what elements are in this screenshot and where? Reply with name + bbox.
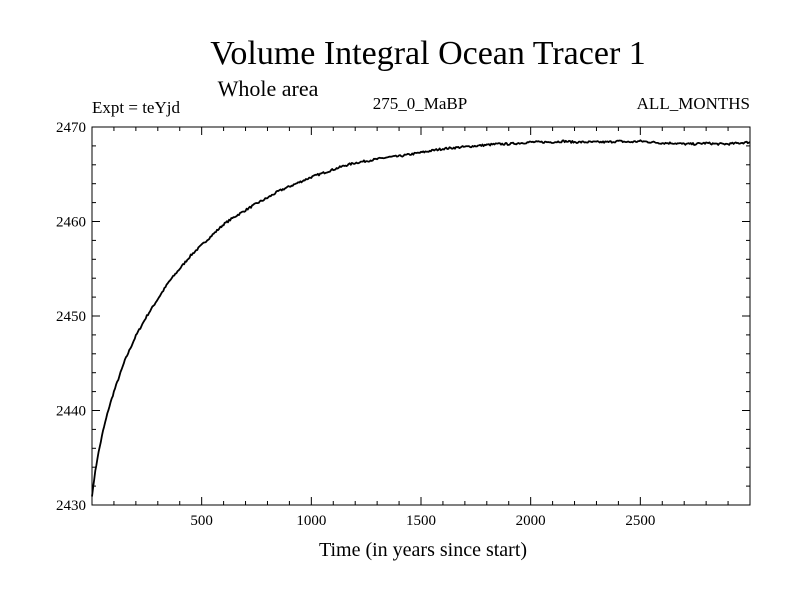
chart-title: Volume Integral Ocean Tracer 1: [210, 35, 646, 72]
data-series-line: [91, 139, 751, 497]
tick-labels-layer: 500 1000 1500 2000 2500 2430 2440 2450 2460 2470: [56, 120, 655, 529]
period-label: 275_0_MaBP: [373, 94, 467, 113]
y-tick-label: 2460: [56, 215, 86, 231]
plot-frame: [91, 126, 751, 506]
x-tick-label: 1000: [296, 513, 326, 529]
x-tick-label: 1500: [406, 513, 436, 529]
y-tick-label: 2430: [56, 498, 86, 514]
experiment-label: Expt = teYjd: [92, 98, 180, 117]
chart-subtitle: Whole area: [218, 76, 319, 101]
x-tick-label: 500: [190, 513, 213, 529]
y-tick-label: 2440: [56, 404, 86, 420]
y-tick-label: 2470: [56, 120, 86, 136]
months-label: ALL_MONTHS: [637, 94, 750, 113]
x-axis-label: Time (in years since start): [319, 539, 527, 561]
y-tick-label: 2450: [56, 309, 86, 325]
ticks-layer: [92, 127, 750, 505]
x-tick-label: 2500: [625, 513, 655, 529]
x-tick-label: 2000: [516, 513, 546, 529]
